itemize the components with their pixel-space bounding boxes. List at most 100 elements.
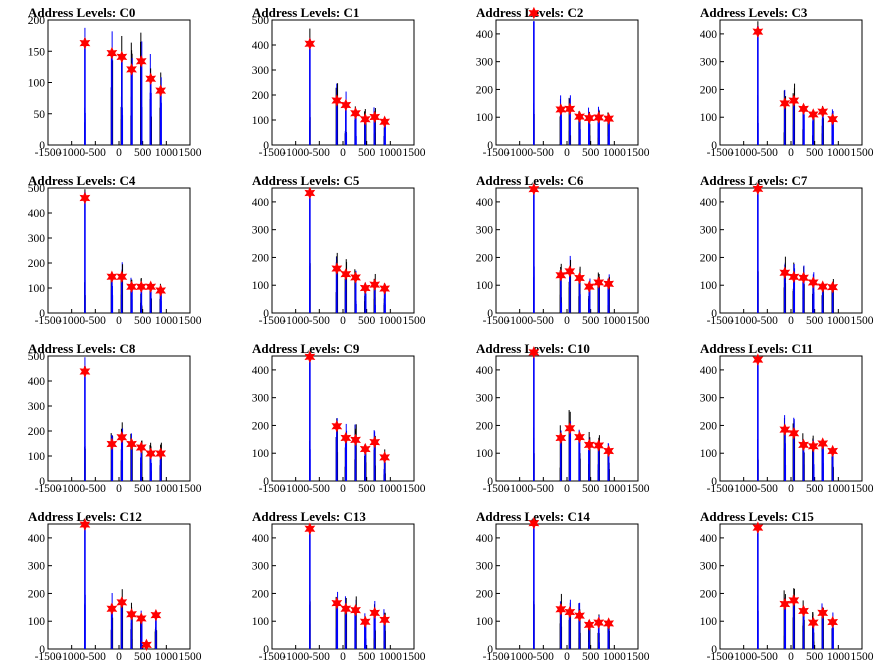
y-tick-label: 0 <box>39 140 45 152</box>
y-tick-label: 300 <box>28 233 46 245</box>
x-tick-label: 0 <box>564 651 570 663</box>
peak-marker <box>528 346 540 359</box>
x-tick-label: 500 <box>358 483 376 495</box>
y-tick-label: 400 <box>252 533 270 545</box>
y-tick-label: 0 <box>487 476 493 488</box>
peak-marker <box>116 50 128 64</box>
chart-title: Address Levels: C15 <box>700 509 814 524</box>
y-tick-label: 200 <box>476 84 494 96</box>
x-tick-label: -500 <box>85 651 106 663</box>
y-tick-label: 300 <box>700 393 718 405</box>
y-tick-label: 200 <box>700 420 718 432</box>
x-tick-label: 1500 <box>851 651 874 663</box>
peak-marker <box>126 280 137 293</box>
y-tick-label: 300 <box>476 393 494 405</box>
peak-marker <box>359 281 371 295</box>
x-tick-label: 1500 <box>403 147 426 159</box>
peak-marker <box>350 603 361 617</box>
peak-marker <box>788 270 800 284</box>
peak-marker <box>798 604 809 618</box>
y-tick-label: 50 <box>34 109 46 121</box>
peak-marker <box>603 617 615 630</box>
peak-marker <box>379 115 391 128</box>
plot-frame <box>47 523 191 650</box>
peak-marker <box>369 110 381 124</box>
x-tick-label: -1500 <box>35 483 62 495</box>
chart-title: Address Levels: C5 <box>252 173 360 188</box>
x-tick-label: -500 <box>757 651 778 663</box>
x-tick-label: 0 <box>564 483 570 495</box>
peak-marker <box>788 94 800 107</box>
x-tick-label: 1000 <box>827 147 850 159</box>
peak-marker <box>798 438 809 452</box>
x-tick-label: -1000 <box>282 651 309 663</box>
peak-marker <box>116 270 128 283</box>
peak-marker <box>304 37 316 50</box>
y-tick-label: 400 <box>476 365 494 377</box>
y-tick-label: 100 <box>252 115 270 127</box>
peak-marker <box>798 271 809 284</box>
x-tick-label: 1000 <box>155 651 178 663</box>
peak-marker <box>304 186 316 200</box>
x-tick-label: 1500 <box>403 315 426 327</box>
peak-marker <box>155 84 167 97</box>
y-tick-label: 200 <box>700 252 718 264</box>
chart-title: Address Levels: C11 <box>700 341 814 356</box>
peak-marker <box>574 110 585 123</box>
chart-title: Address Levels: C6 <box>476 173 584 188</box>
x-tick-label: -1500 <box>35 651 62 663</box>
peak-marker <box>593 439 605 452</box>
peak-marker <box>379 451 391 464</box>
chart-panel: Address Levels: C6 0 100 200 300 400 -1500 -100… <box>448 168 672 336</box>
x-tick-label: -1000 <box>58 147 85 159</box>
peak-marker <box>79 365 91 378</box>
peak-marker <box>528 516 540 530</box>
y-tick-label: 150 <box>28 46 46 58</box>
chart-panel: Address Levels: C1 0 100 200 300 400 500 -1500-… <box>224 0 448 168</box>
peak-marker <box>331 596 343 610</box>
y-tick-label: 100 <box>476 280 494 292</box>
y-tick-label: 100 <box>700 112 718 124</box>
x-tick-label: 0 <box>340 651 346 663</box>
x-tick-label: 1500 <box>627 651 650 663</box>
x-tick-label: 500 <box>582 315 600 327</box>
x-tick-label: 500 <box>358 651 376 663</box>
y-tick-label: 300 <box>476 225 494 237</box>
x-tick-label: 1500 <box>627 147 650 159</box>
peak-marker <box>827 444 839 458</box>
y-tick-label: 500 <box>252 15 270 27</box>
x-tick-label: -1000 <box>730 315 757 327</box>
y-tick-label: 100 <box>700 448 718 460</box>
peak-marker <box>779 423 791 436</box>
x-tick-label: 1000 <box>827 483 850 495</box>
peak-marker <box>574 430 585 444</box>
y-tick-label: 400 <box>476 197 494 209</box>
x-tick-label: -1500 <box>483 651 510 663</box>
peak-marker <box>564 265 576 278</box>
peak-marker <box>379 282 391 295</box>
peak-marker <box>369 435 381 449</box>
peak-marker <box>340 431 352 445</box>
x-tick-label: -500 <box>533 147 554 159</box>
y-tick-label: 100 <box>700 280 718 292</box>
chart-plot: 0 100 200 300 400 -1500-1000 -500 0 500 1000 1500 <box>476 346 650 495</box>
x-tick-label: 1000 <box>155 483 178 495</box>
x-tick-label: -1500 <box>35 315 62 327</box>
x-tick-label: 1000 <box>603 315 626 327</box>
x-tick-label: 0 <box>340 483 346 495</box>
peak-marker <box>79 518 91 531</box>
y-tick-label: 300 <box>252 225 270 237</box>
x-tick-label: -500 <box>85 483 106 495</box>
y-tick-label: 300 <box>476 561 494 573</box>
x-tick-label: 1000 <box>827 315 850 327</box>
plot-frame <box>47 19 191 146</box>
x-tick-label: -1000 <box>282 147 309 159</box>
x-tick-label: 0 <box>788 651 794 663</box>
x-tick-label: -1000 <box>58 651 85 663</box>
y-tick-label: 200 <box>252 420 270 432</box>
peak-marker <box>574 609 585 622</box>
x-tick-label: -1000 <box>730 483 757 495</box>
x-tick-label: 500 <box>582 483 600 495</box>
x-tick-label: 1000 <box>155 147 178 159</box>
